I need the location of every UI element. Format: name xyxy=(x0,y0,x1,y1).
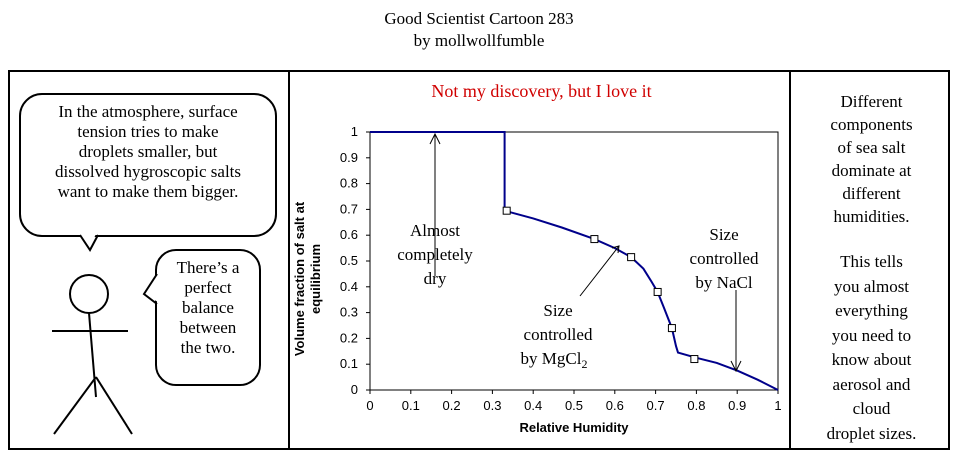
speech-bubble-right-tail xyxy=(142,273,158,305)
y-axis-label-line1: Volume fraction of salt at xyxy=(292,201,307,356)
annotation-nacl-3: by NaCl xyxy=(695,273,752,292)
x-tick-label: 0.4 xyxy=(524,398,542,413)
x-tick-label: 0.3 xyxy=(483,398,501,413)
x-tick-label: 0.2 xyxy=(443,398,461,413)
annotation-dry-1: Almost xyxy=(410,221,460,240)
right-text-2: This tells you almost everything you nee… xyxy=(826,252,917,443)
data-marker xyxy=(653,287,662,296)
speech-bubble-right xyxy=(155,249,261,386)
annotation-mgcl-2: controlled xyxy=(524,325,593,344)
x-tick-label: 0.6 xyxy=(606,398,624,413)
annotation-nacl-2: controlled xyxy=(690,249,759,268)
annotation-mgcl-1: Size xyxy=(543,301,572,320)
right-panel: Different components of sea salt dominat… xyxy=(789,70,950,450)
right-text-1: Different components of sea salt dominat… xyxy=(830,92,913,226)
stick-figure-left-leg xyxy=(53,376,97,435)
left-panel-drawing xyxy=(19,93,277,435)
y-tick-label: 0 xyxy=(351,382,358,397)
y-axis-label-line2: equilibrium xyxy=(308,244,323,314)
stick-figure-head xyxy=(69,274,109,314)
y-tick-label: 1 xyxy=(351,124,358,139)
y-tick-label: 0.8 xyxy=(340,176,358,191)
y-tick-label: 0.3 xyxy=(340,305,358,320)
left-panel: In the atmosphere, surface tension tries… xyxy=(8,70,290,450)
x-tick-label: 1 xyxy=(774,398,781,413)
y-tick-label: 0.1 xyxy=(340,356,358,371)
speech-bubble-top-tail xyxy=(79,234,99,252)
y-tick-label: 0.2 xyxy=(340,330,358,345)
annotation-nacl-1: Size xyxy=(709,225,738,244)
arrow-dry-head xyxy=(429,132,441,145)
data-marker xyxy=(590,235,599,244)
equilibrium-curve xyxy=(370,131,779,391)
speech-bubble-top xyxy=(19,93,277,237)
comic-title: Good Scientist Cartoon 283 xyxy=(384,9,574,28)
data-marker xyxy=(690,355,699,364)
x-axis-label: Relative Humidity xyxy=(519,420,629,435)
y-tick-label: 0.9 xyxy=(340,150,358,165)
x-tick-label: 0.7 xyxy=(647,398,665,413)
speech-text-top: In the atmosphere, surface tension tries… xyxy=(54,102,242,201)
x-tick-label: 0.1 xyxy=(402,398,420,413)
x-tick-label: 0.5 xyxy=(565,398,583,413)
annotation-dry-3: dry xyxy=(424,269,447,288)
arrow-mgcl-head xyxy=(611,245,620,254)
annotation-dry-2: completely xyxy=(397,245,473,264)
speech-text-right: There’s a perfect balance between the tw… xyxy=(176,258,240,357)
stick-figure-body xyxy=(88,312,97,398)
y-tick-label: 0.7 xyxy=(340,201,358,216)
middle-panel: Not my discovery, but I love it 0 0.1 0.2 0… xyxy=(288,70,791,450)
x-tick-label: 0.8 xyxy=(687,398,705,413)
comic-author: by mollwollfumble xyxy=(413,31,545,50)
x-tick-label: 0 xyxy=(366,398,373,413)
arrow-mgcl-line xyxy=(579,245,620,297)
data-marker xyxy=(667,324,676,333)
arrow-nacl-head xyxy=(730,360,742,373)
data-marker xyxy=(627,253,636,262)
panel-caption: Not my discovery, but I love it xyxy=(431,81,652,101)
stick-figure-right-leg xyxy=(95,376,133,435)
x-tick-label: 0.9 xyxy=(728,398,746,413)
speech-bubble-top-tail-fill xyxy=(80,234,96,250)
equilibrium-chart: 0 0.1 0.2 0.3 0.4 0.5 0.6 0.7 0.8 0.9 1 0 0.1 0.2 0.3… xyxy=(292,124,782,435)
y-tick-label: 0.4 xyxy=(340,279,358,294)
data-marker xyxy=(502,206,511,215)
annotation-mgcl-3: by MgCl2 xyxy=(521,349,588,371)
y-tick-label: 0.6 xyxy=(340,227,358,242)
y-tick-label: 0.5 xyxy=(340,253,358,268)
